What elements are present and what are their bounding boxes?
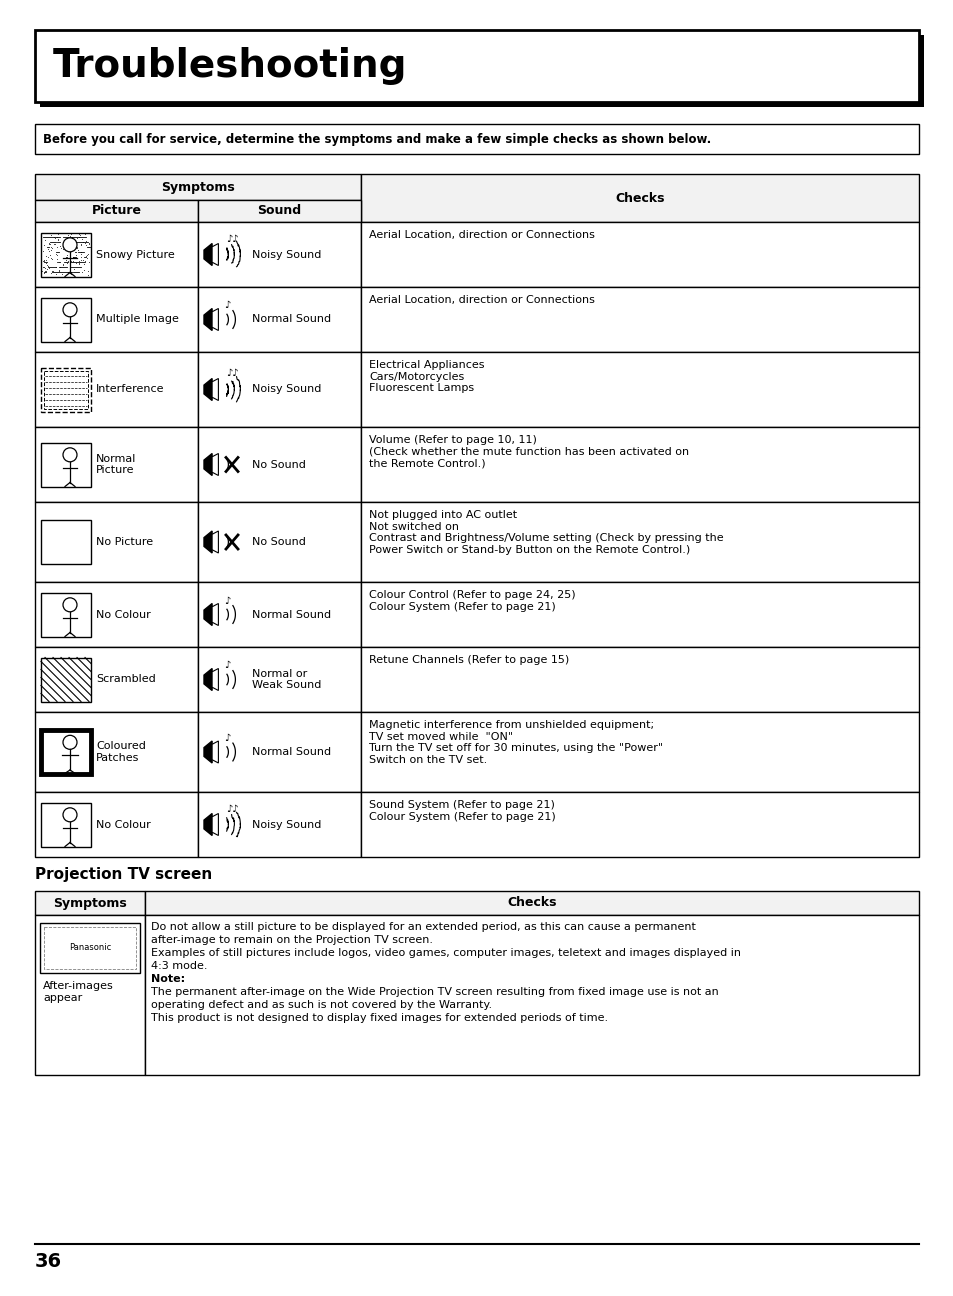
Bar [35, 174, 360, 200]
Point [81, 232, 96, 253]
Point [48, 228, 63, 249]
Text: After-images
appear: After-images appear [43, 981, 113, 1003]
Point [63, 228, 78, 249]
Text: Noisy Sound: Noisy Sound [252, 250, 321, 259]
Point [49, 257, 64, 277]
Point [49, 244, 64, 264]
Text: 36: 36 [35, 1252, 62, 1271]
Bar [360, 582, 918, 647]
Text: ♪♪: ♪♪ [226, 804, 238, 814]
Point [50, 223, 65, 244]
Polygon shape [212, 244, 218, 266]
Bar [35, 426, 198, 502]
Bar [35, 222, 198, 286]
Bar [198, 222, 360, 286]
Point [63, 250, 78, 271]
Point [64, 262, 79, 283]
Text: Noisy Sound: Noisy Sound [252, 819, 321, 829]
Point [38, 260, 53, 281]
Text: No Picture: No Picture [96, 537, 153, 547]
Point [47, 233, 62, 254]
Point [78, 246, 93, 267]
Point [77, 233, 92, 254]
Text: No Sound: No Sound [252, 537, 306, 547]
Bar [198, 286, 360, 353]
Bar [35, 582, 198, 647]
Point [50, 229, 65, 250]
Text: Symptoms: Symptoms [53, 897, 127, 910]
Point [43, 224, 58, 245]
Text: Snowy Picture: Snowy Picture [96, 250, 174, 259]
Point [75, 250, 91, 271]
Bar [360, 353, 918, 426]
Circle shape [63, 238, 77, 251]
Bar [360, 792, 918, 857]
Point [51, 260, 67, 281]
Point [51, 236, 67, 257]
Point [59, 253, 74, 273]
Point [57, 229, 72, 250]
Text: after-image to remain on the Projection TV screen.: after-image to remain on the Projection … [151, 934, 433, 945]
Text: The permanent after-image on the Wide Projection TV screen resulting from fixed : The permanent after-image on the Wide Pr… [151, 988, 718, 997]
Point [80, 260, 95, 281]
Text: Normal Sound: Normal Sound [252, 746, 331, 757]
Point [66, 258, 81, 279]
Text: No Sound: No Sound [252, 460, 306, 469]
Point [78, 231, 93, 251]
Text: Symptoms: Symptoms [161, 180, 234, 193]
Point [38, 250, 53, 271]
Point [52, 257, 68, 277]
Text: operating defect and as such is not covered by the Warranty.: operating defect and as such is not cove… [151, 1001, 492, 1010]
Point [36, 250, 51, 271]
Point [72, 235, 88, 255]
Text: Sound: Sound [257, 205, 301, 218]
Bar [198, 502, 360, 582]
Text: ♪: ♪ [224, 734, 231, 743]
Point [74, 228, 90, 249]
Point [65, 251, 80, 272]
Polygon shape [204, 531, 212, 553]
Bar [35, 30, 918, 102]
Bar [41, 802, 91, 846]
Bar [41, 592, 91, 636]
Text: Volume (Refer to page 10, 11)
(Check whether the mute function has been activate: Volume (Refer to page 10, 11) (Check whe… [369, 435, 688, 468]
Point [59, 231, 74, 251]
Point [41, 258, 56, 279]
Text: No Colour: No Colour [96, 609, 151, 619]
Bar [198, 712, 360, 792]
Bar [35, 353, 198, 426]
Point [34, 260, 50, 281]
Circle shape [63, 448, 77, 461]
Polygon shape [204, 454, 212, 476]
Bar [35, 502, 198, 582]
Point [76, 254, 91, 275]
Point [80, 244, 95, 264]
Text: Coloured
Patches: Coloured Patches [96, 741, 146, 763]
Point [40, 238, 55, 259]
Point [48, 235, 63, 255]
Text: ♪♪: ♪♪ [226, 233, 238, 244]
Point [43, 248, 58, 268]
Point [40, 246, 55, 267]
Text: Multiple Image: Multiple Image [96, 315, 179, 324]
Point [38, 253, 53, 273]
Bar [41, 442, 91, 486]
Text: Normal Sound: Normal Sound [252, 315, 331, 324]
Point [43, 237, 58, 258]
Point [35, 241, 51, 262]
Bar [41, 368, 91, 412]
Text: Before you call for service, determine the symptoms and make a few simple checks: Before you call for service, determine t… [43, 132, 711, 145]
Point [36, 263, 51, 284]
Text: ♪: ♪ [224, 661, 231, 670]
Point [41, 233, 56, 254]
Point [65, 248, 80, 268]
Circle shape [63, 807, 77, 822]
Bar [360, 647, 918, 712]
Point [37, 260, 52, 281]
Bar [360, 712, 918, 792]
Point [81, 251, 96, 272]
Bar [198, 200, 360, 222]
Text: Troubleshooting: Troubleshooting [53, 47, 407, 86]
Text: Magnetic interference from unshielded equipment;
TV set moved while  "ON"
Turn t: Magnetic interference from unshielded eq… [369, 721, 662, 765]
Bar [41, 657, 91, 701]
